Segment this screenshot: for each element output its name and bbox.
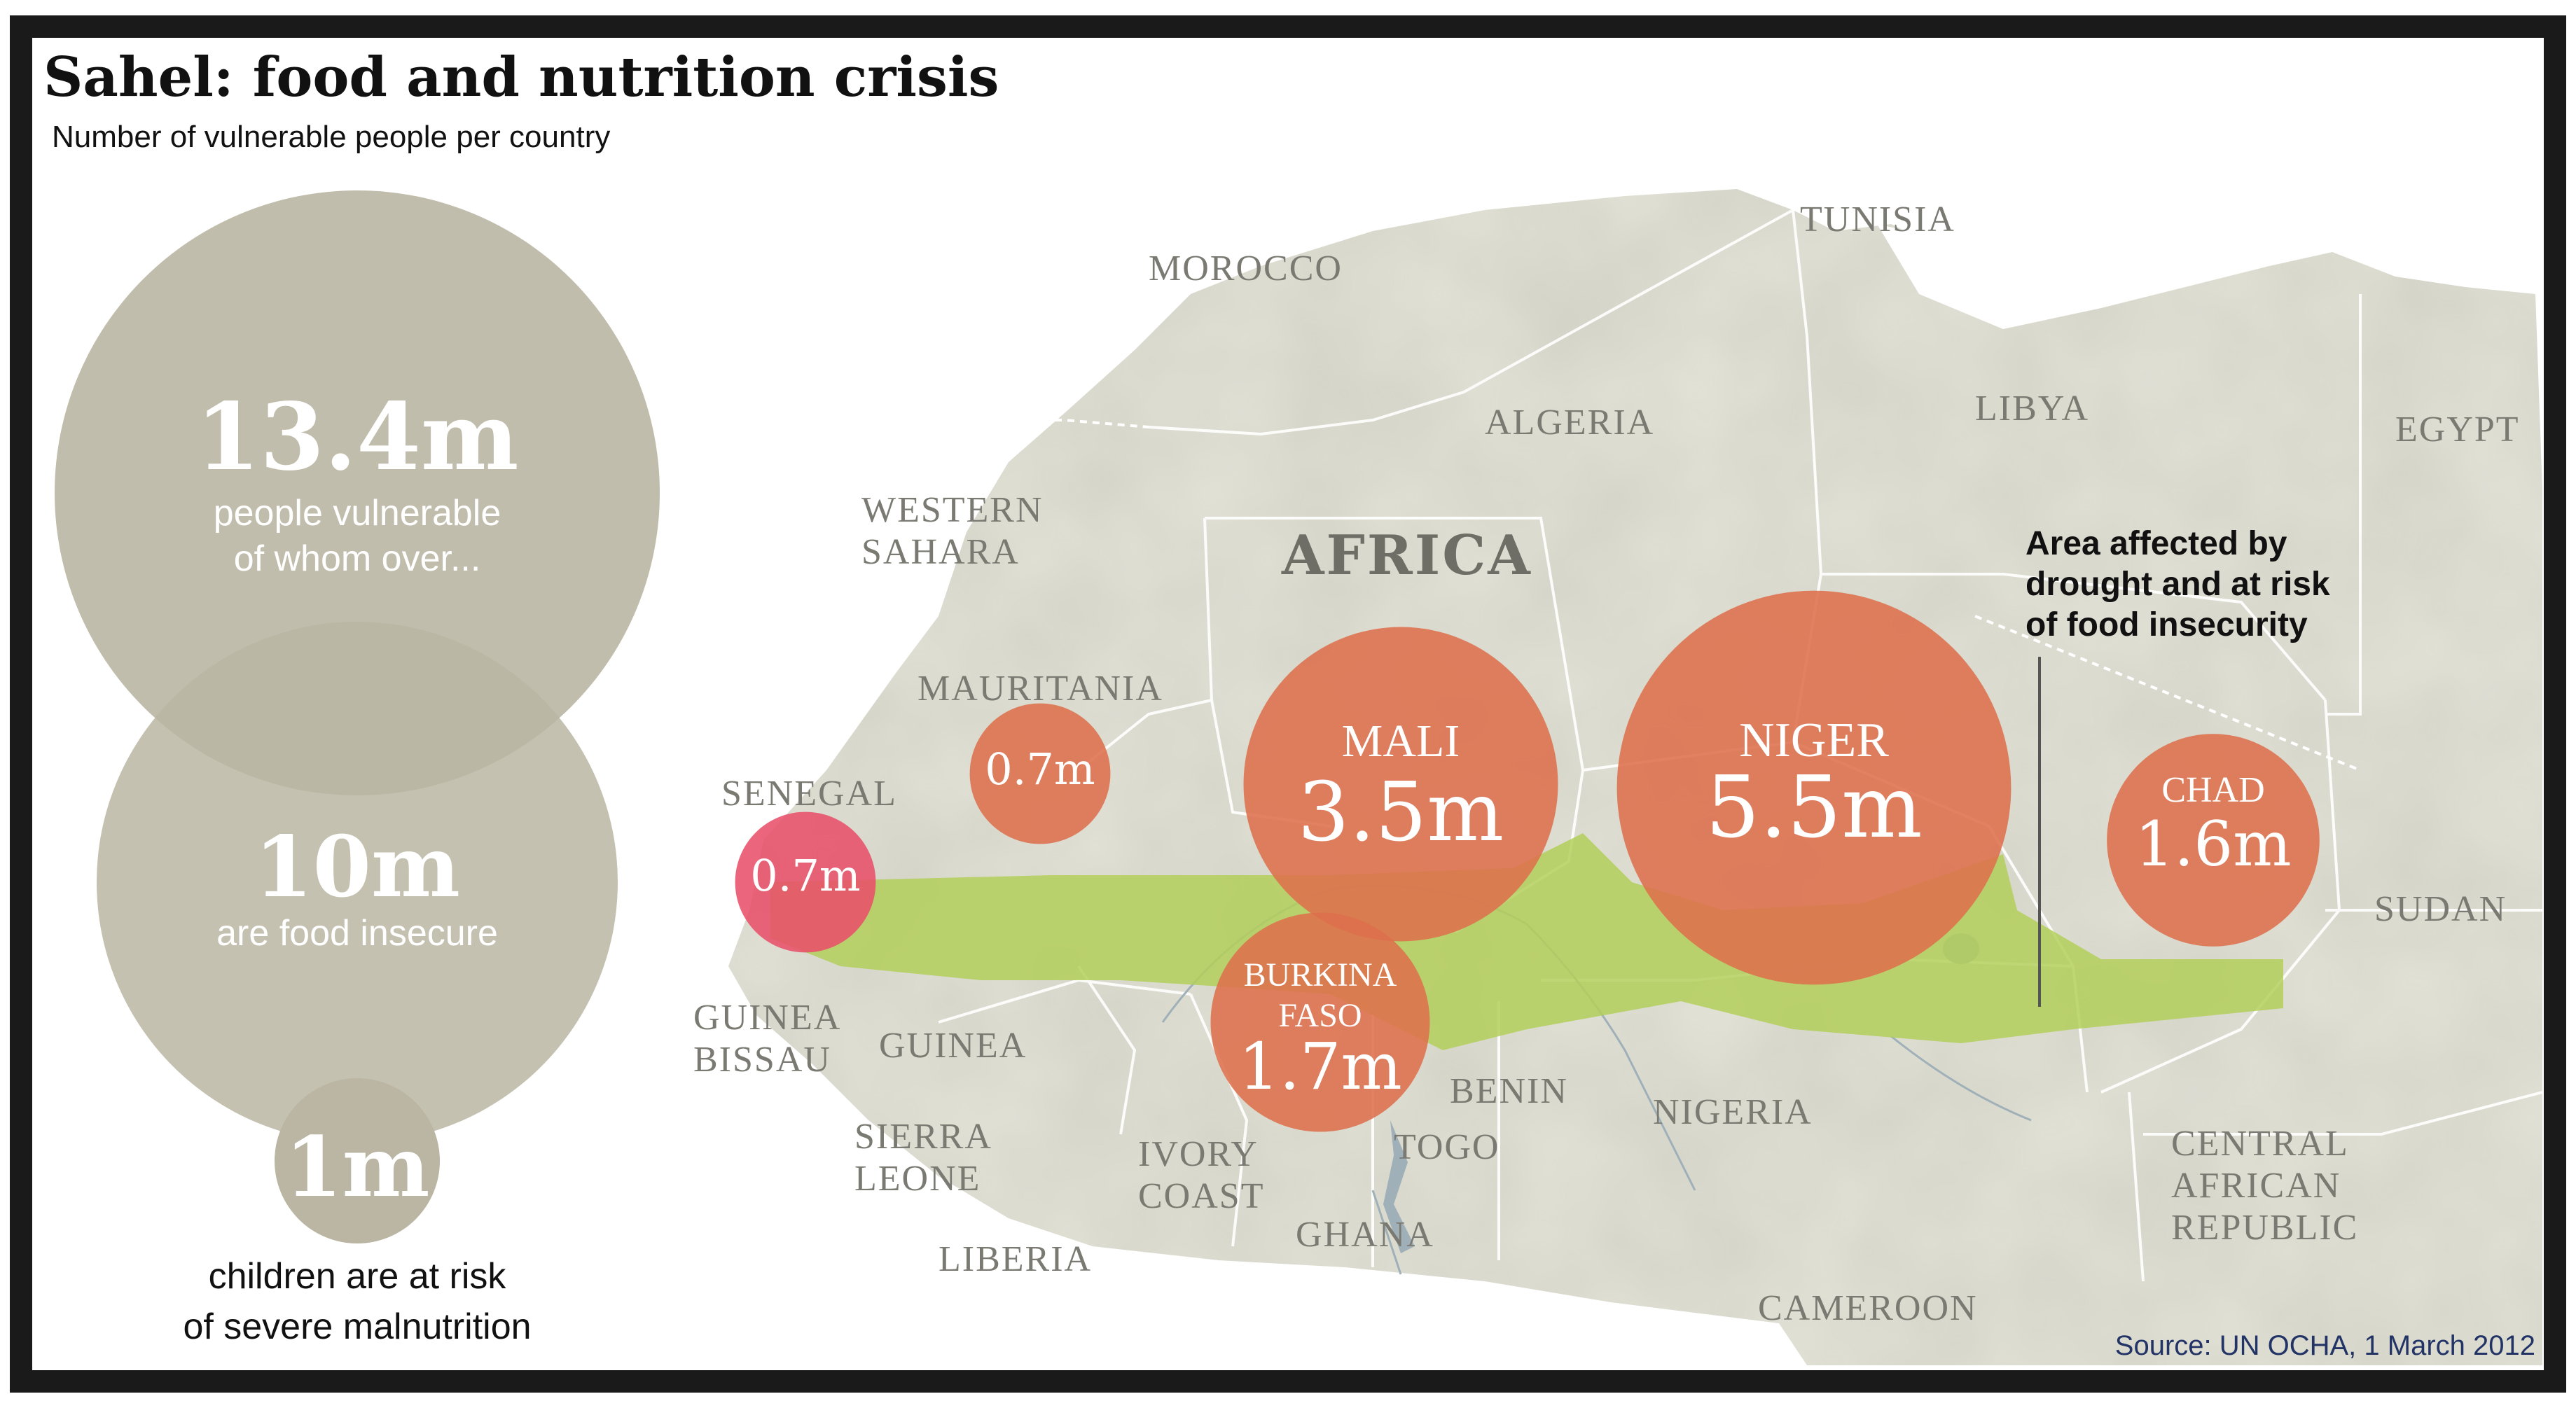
bubble-mali-value: 3.5m <box>1298 765 1504 860</box>
label-western-sahara-2: SAHARA <box>861 532 1020 572</box>
lake-volta <box>1383 1120 1415 1253</box>
label-ivory-coast-1: IVORY <box>1138 1134 1259 1174</box>
label-mauritania: MAURITANIA <box>917 669 1163 709</box>
label-ivory-coast-2: COAST <box>1138 1176 1264 1216</box>
chart-subtitle: Number of vulnerable people per country <box>52 120 610 154</box>
legend-children-line2: of severe malnutrition <box>183 1306 531 1347</box>
bubble-chad-value: 1.6m <box>2135 808 2291 880</box>
bubble-burkina-faso <box>1210 912 1430 1132</box>
source-note: Source: UN OCHA, 1 March 2012 <box>2115 1330 2535 1361</box>
legend-total-line2: of whom over... <box>234 538 481 579</box>
label-sierra-leone-2: LEONE <box>854 1159 981 1199</box>
label-egypt: EGYPT <box>2395 410 2520 449</box>
label-nigeria: NIGERIA <box>1653 1092 1813 1132</box>
label-algeria: ALGERIA <box>1485 403 1654 442</box>
bubble-niger <box>1616 590 2011 985</box>
legend: 13.4m people vulnerable of whom over... … <box>55 190 660 1347</box>
bubble-niger-value: 5.5m <box>1705 758 1923 857</box>
legend-bubble-children <box>275 1078 440 1243</box>
label-cameroon: CAMEROON <box>1758 1288 1978 1328</box>
bubble-mauritania <box>969 703 1111 844</box>
bubble-burkina-name-2: FASO <box>1278 997 1362 1034</box>
label-morocco: MOROCCO <box>1149 249 1343 288</box>
label-libya: LIBYA <box>1975 389 2089 428</box>
bubble-burkina-name-1: BURKINA <box>1244 956 1397 994</box>
gulf-of-guinea <box>1093 1281 1779 1365</box>
legend-total-line1: people vulnerable <box>214 493 501 534</box>
bubble-chad <box>2107 734 2320 947</box>
drought-annotation: Area affected by drought and at risk of … <box>2026 525 2330 1007</box>
legend-children-value: 1m <box>285 1118 430 1215</box>
legend-food-insecure-line1: are food insecure <box>216 913 498 954</box>
legend-bubble-food-insecure <box>97 622 618 1143</box>
bubble-mali <box>1243 627 1558 942</box>
label-guinea-bissau-2: BISSAU <box>693 1040 831 1080</box>
legend-food-insecure-value: 10m <box>254 818 460 916</box>
label-car-2: AFRICAN <box>2171 1166 2341 1206</box>
sahel-drought-band <box>770 833 2283 1050</box>
label-africa: AFRICA <box>1281 524 1532 587</box>
label-liberia: LIBERIA <box>939 1239 1092 1279</box>
legend-bubble-total <box>55 190 660 795</box>
annotation-line2: drought and at risk <box>2026 566 2330 603</box>
label-senegal: SENEGAL <box>721 774 897 814</box>
legend-total-value: 13.4m <box>195 383 518 492</box>
bubble-senegal <box>735 811 876 953</box>
frame-border <box>10 15 2566 1393</box>
annotation-line3: of food insecurity <box>2026 606 2308 643</box>
label-car-3: REPUBLIC <box>2171 1208 2358 1248</box>
label-togo: TOGO <box>1394 1127 1500 1167</box>
bubble-mauritania-value: 0.7m <box>985 744 1095 795</box>
bubble-mali-name: MALI <box>1342 716 1460 767</box>
label-sudan: SUDAN <box>2374 889 2507 929</box>
label-tunisia: TUNISIA <box>1800 200 1955 239</box>
disputed-borders <box>967 419 2361 772</box>
country-bubbles: MALI 3.5m NIGER 5.5m CHAD 1.6m BURKINA F… <box>735 590 2320 1132</box>
label-sierra-leone-1: SIERRA <box>854 1117 992 1157</box>
gulf-of-sidra <box>1877 224 2157 329</box>
label-guinea: GUINEA <box>879 1026 1027 1066</box>
label-western-sahara-1: WESTERN <box>861 490 1044 530</box>
bubble-chad-name: CHAD <box>2161 770 2264 810</box>
bubble-niger-name: NIGER <box>1739 713 1889 767</box>
bubble-senegal-value: 0.7m <box>750 850 860 901</box>
country-labels: MOROCCO TUNISIA ALGERIA LIBYA EGYPT WEST… <box>693 200 2520 1328</box>
label-benin: BENIN <box>1450 1071 1568 1111</box>
annotation-line1: Area affected by <box>2026 525 2287 562</box>
legend-children-line1: children are at risk <box>209 1256 507 1297</box>
chart-title: Sahel: food and nutrition crisis <box>43 46 999 109</box>
label-guinea-bissau-1: GUINEA <box>693 998 841 1038</box>
bubble-burkina-value: 1.7m <box>1238 1029 1402 1104</box>
label-ghana: GHANA <box>1296 1215 1434 1255</box>
label-car-1: CENTRAL <box>2171 1124 2349 1164</box>
